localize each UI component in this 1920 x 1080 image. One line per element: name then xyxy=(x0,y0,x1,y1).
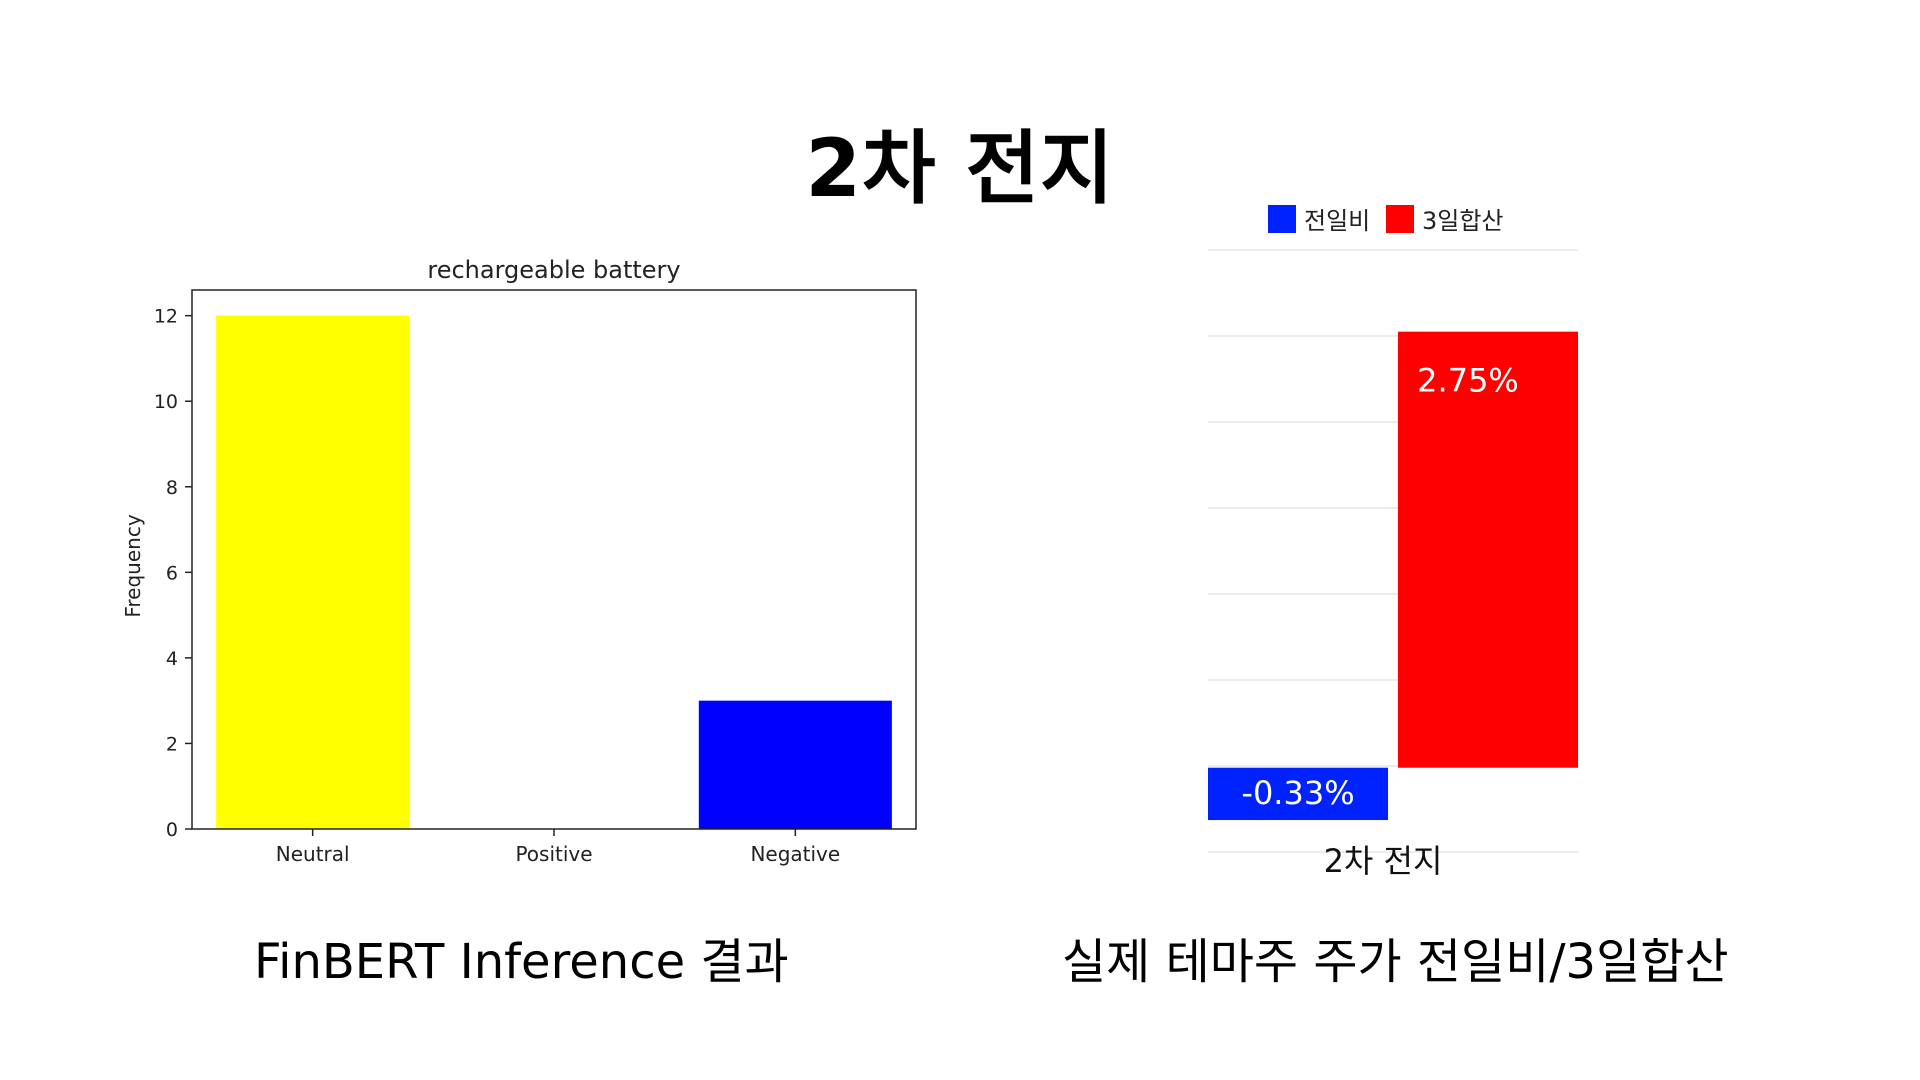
x-axis: Neutral Positive Negative xyxy=(276,829,840,866)
y-axis: 0 2 4 6 8 10 12 xyxy=(154,306,192,841)
legend-swatch-series-2 xyxy=(1386,205,1414,233)
caption-stock: 실제 테마주 주가 전일비/3일합산 xyxy=(1062,934,1729,990)
bar-series-1 xyxy=(1208,767,1388,821)
x-tick-label: Positive xyxy=(515,842,592,866)
y-tick-label: 12 xyxy=(154,306,178,328)
plot-area xyxy=(191,289,917,830)
legend-label-series-2: 3일합산 xyxy=(1422,207,1504,235)
finbert-bar-chart: rechargeable battery Frequency 0 2 4 6 8 10 12… xyxy=(121,256,917,866)
y-tick-label: 2 xyxy=(166,733,178,755)
legend-swatch-series-1 xyxy=(1268,205,1296,233)
legend-label-series-1: 전일비 xyxy=(1304,207,1370,235)
caption-finbert: FinBERT Inference 결과 xyxy=(254,934,789,990)
page-title: 2차 전지 xyxy=(805,122,1115,215)
x-tick-label: Negative xyxy=(750,842,840,866)
plot-area: -0.33% 2.75% xyxy=(1208,331,1578,821)
y-axis-label: Frequency xyxy=(121,514,145,617)
y-tick-label: 6 xyxy=(166,562,178,584)
data-label-series-1: -0.33% xyxy=(1241,774,1354,812)
x-tick-label: Neutral xyxy=(276,842,350,866)
bar-series-2 xyxy=(1398,331,1578,768)
y-tick-label: 4 xyxy=(166,648,178,670)
stock-change-bar-chart: 전일비 3일합산 -0.33% 2.75% 2차 전지 xyxy=(1208,205,1578,880)
legend: 전일비 3일합산 xyxy=(1268,205,1504,235)
bar-negative xyxy=(698,700,892,829)
y-tick-label: 8 xyxy=(166,477,178,499)
data-label-series-2: 2.75% xyxy=(1417,362,1519,400)
category-label: 2차 전지 xyxy=(1324,842,1443,880)
y-tick-label: 0 xyxy=(166,819,178,841)
chart-title: rechargeable battery xyxy=(427,256,680,284)
bar-neutral xyxy=(216,315,410,830)
y-tick-label: 10 xyxy=(154,391,178,413)
